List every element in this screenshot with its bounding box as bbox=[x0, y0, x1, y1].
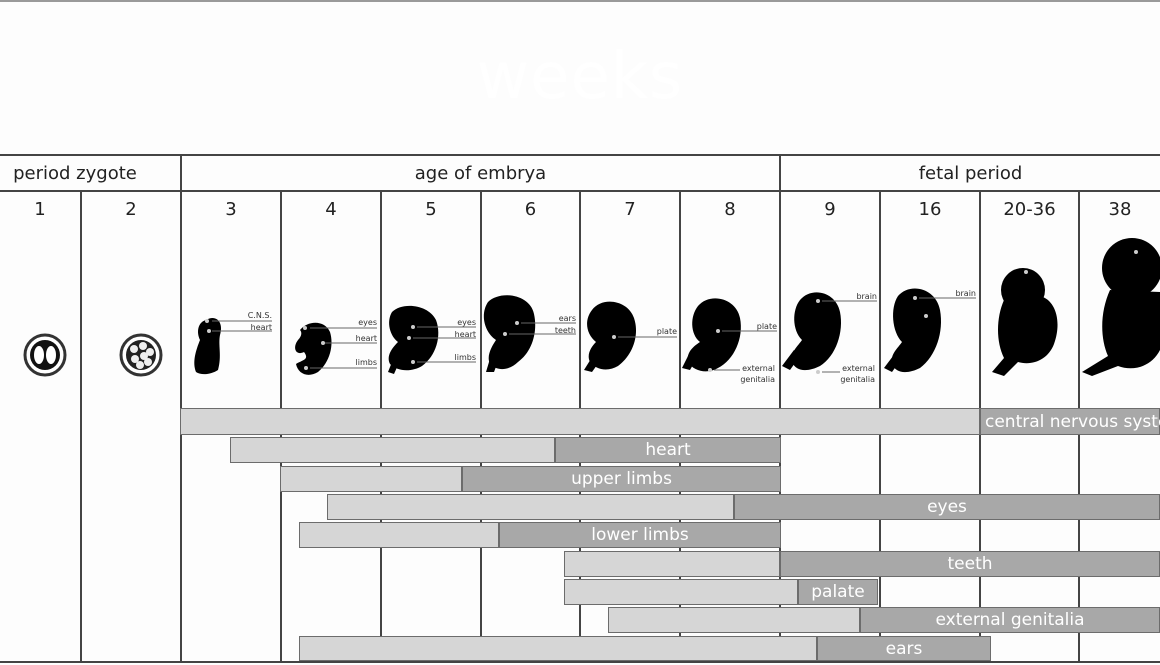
top-rule bbox=[0, 0, 1160, 2]
zygote-icon bbox=[23, 333, 67, 377]
week-label: 2 bbox=[125, 198, 137, 220]
svg-text:heart: heart bbox=[356, 334, 377, 343]
week-label: 38 bbox=[1108, 198, 1132, 220]
bar-teeth-dark: teeth bbox=[780, 551, 1160, 577]
svg-text:eyes: eyes bbox=[457, 318, 476, 327]
bar-eyes-light bbox=[327, 494, 734, 520]
structure-label-cns: central nervous system bbox=[985, 411, 1160, 432]
svg-text:genitalia: genitalia bbox=[740, 375, 775, 384]
week-label: 7 bbox=[624, 198, 636, 220]
svg-text:brain: brain bbox=[856, 292, 877, 301]
svg-text:ears: ears bbox=[559, 314, 576, 323]
embryo-week-9-icon: brain external genitalia bbox=[782, 292, 877, 384]
svg-text:external: external bbox=[842, 364, 875, 373]
structure-label-eyes: eyes bbox=[927, 497, 967, 517]
bar-eyes-dark: eyes bbox=[734, 494, 1160, 520]
bar-palate-light bbox=[564, 579, 798, 605]
bar-lower-limbs-dark: lower limbs bbox=[499, 522, 781, 548]
embryo-week-16-icon: brain bbox=[884, 288, 976, 373]
embryo-week-3-icon: C.N.S. heart bbox=[194, 311, 272, 375]
embryo-week-5-icon: eyes heart limbs bbox=[388, 305, 476, 374]
bar-lower-limbs-light bbox=[299, 522, 499, 548]
bar-cns-light bbox=[180, 408, 980, 435]
structure-label-heart: heart bbox=[645, 440, 691, 460]
bar-upper-limbs-light bbox=[280, 466, 462, 492]
embryo-week-6-icon: ears teeth bbox=[483, 295, 576, 372]
period-zygote-label: period zygote bbox=[13, 162, 137, 184]
morula-icon bbox=[119, 333, 163, 377]
bar-ears-dark: ears bbox=[817, 636, 991, 661]
svg-text:genitalia: genitalia bbox=[840, 375, 875, 384]
bar-genitalia-light bbox=[608, 607, 860, 633]
bar-genitalia-dark: external genitalia bbox=[860, 607, 1160, 633]
structure-label-upper-limbs: upper limbs bbox=[571, 469, 672, 489]
week-label: 6 bbox=[524, 198, 537, 220]
svg-text:eyes: eyes bbox=[358, 318, 377, 327]
grid-line-top bbox=[0, 154, 1160, 156]
week-label: 16 bbox=[918, 198, 942, 220]
week-label: 3 bbox=[225, 198, 237, 220]
svg-text:plate: plate bbox=[757, 322, 777, 331]
embryo-week-7-icon: plate bbox=[584, 301, 677, 372]
bar-upper-limbs-dark: upper limbs bbox=[462, 466, 781, 492]
svg-text:heart: heart bbox=[455, 330, 476, 339]
svg-text:plate: plate bbox=[657, 327, 677, 336]
embryo-week-8-icon: plate external genitalia bbox=[682, 298, 777, 384]
svg-text:limbs: limbs bbox=[356, 358, 377, 367]
svg-text:limbs: limbs bbox=[455, 353, 476, 362]
week-label: 1 bbox=[34, 198, 46, 220]
bar-ears-light bbox=[299, 636, 817, 661]
structure-label-external-genitalia: external genitalia bbox=[935, 610, 1085, 630]
page-title: weeks bbox=[476, 40, 684, 114]
week-label: 4 bbox=[325, 198, 337, 220]
label-cns: C.N.S. bbox=[248, 311, 272, 320]
bar-cns-dark: central nervous system bbox=[980, 408, 1160, 435]
structure-label-lower-limbs: lower limbs bbox=[591, 525, 689, 545]
fetus-week-38-icon bbox=[1082, 238, 1160, 376]
period-fetal-label: fetal period bbox=[918, 162, 1023, 184]
embryo-week-4-icon: eyes heart limbs bbox=[295, 318, 377, 375]
bar-heart-light bbox=[230, 437, 555, 463]
embryo-illustrations: C.N.S. heart eyes heart limbs eyes heart… bbox=[23, 238, 1160, 384]
structure-label-teeth: teeth bbox=[947, 554, 993, 574]
bar-teeth-light bbox=[564, 551, 780, 577]
week-label: 8 bbox=[724, 198, 736, 220]
week-label: 5 bbox=[425, 198, 437, 220]
structure-label-ears: ears bbox=[885, 638, 923, 659]
grid-col-divider bbox=[80, 190, 82, 663]
svg-text:external: external bbox=[742, 364, 775, 373]
week-label: 20-36 bbox=[1003, 198, 1056, 220]
structure-label-palate: palate bbox=[811, 582, 865, 602]
week-label: 9 bbox=[824, 198, 836, 220]
svg-text:teeth: teeth bbox=[555, 326, 576, 335]
period-embryo-label: age of embrya bbox=[414, 162, 547, 184]
svg-text:brain: brain bbox=[955, 289, 976, 298]
bar-palate-dark: palate bbox=[798, 579, 878, 605]
bar-heart-dark: heart bbox=[555, 437, 781, 463]
label-heart: heart bbox=[251, 323, 272, 332]
fetus-week-20-36-icon bbox=[992, 268, 1058, 376]
